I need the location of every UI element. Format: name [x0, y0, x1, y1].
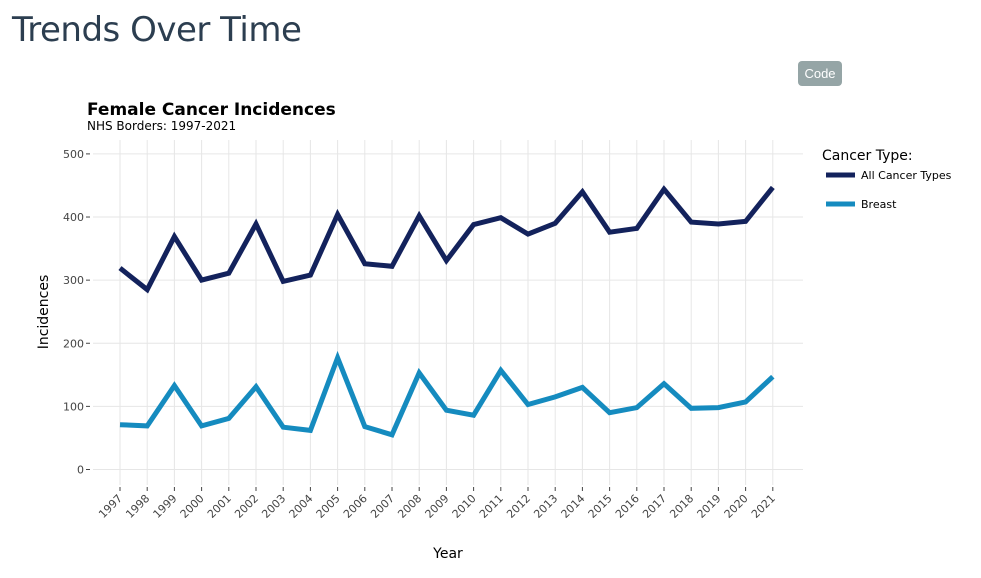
axes: 0 100 200 300 400 500 199719981999200020012002…	[63, 148, 778, 521]
chart-title: Female Cancer Incidences	[87, 100, 336, 120]
y-axis-label: Incidences	[36, 275, 52, 350]
legend-title: Cancer Type:	[822, 148, 913, 164]
x-tick-label: 2020	[722, 492, 751, 521]
legend-label[interactable]: All Cancer Types	[861, 169, 952, 182]
series-line-0[interactable]	[118, 185, 775, 294]
x-tick-label: 2010	[450, 492, 479, 521]
y-tick-label: 100	[63, 400, 84, 413]
y-tick-label: 300	[63, 274, 84, 287]
x-tick-label: 2013	[531, 492, 560, 521]
x-tick-label: 2021	[749, 492, 778, 521]
x-tick-label: 2003	[259, 492, 288, 521]
chart-subtitle: NHS Borders: 1997-2021	[87, 119, 236, 133]
code-button[interactable]: Code	[798, 61, 842, 86]
x-tick-label: 2008	[395, 492, 424, 521]
x-tick-label: 2019	[695, 492, 724, 521]
legend-label[interactable]: Breast	[861, 198, 897, 211]
x-tick-label: 1999	[151, 492, 180, 521]
grid-lines	[93, 140, 803, 485]
x-tick-label: 2004	[287, 492, 316, 521]
x-tick-label: 2002	[232, 492, 261, 521]
x-tick-label: 1997	[96, 492, 125, 521]
x-tick-label: 2011	[477, 492, 506, 521]
y-tick-label: 400	[63, 211, 84, 224]
y-tick-label: 200	[63, 337, 84, 350]
x-tick-label: 2014	[559, 492, 588, 521]
x-axis-label: Year	[432, 546, 463, 562]
x-tick-label: 2001	[205, 492, 234, 521]
page-title: Trends Over Time	[12, 10, 302, 50]
x-tick-label: 2016	[613, 492, 642, 521]
series-line-1[interactable]	[119, 350, 775, 438]
x-tick-label: 2007	[368, 492, 397, 521]
x-tick-label: 2009	[423, 492, 452, 521]
legend: Cancer Type: All Cancer Types Breast	[822, 148, 952, 211]
y-tick-label: 500	[63, 148, 84, 161]
x-tick-label: 2000	[178, 492, 207, 521]
x-tick-label: 2006	[341, 492, 370, 521]
legend-items: All Cancer Types Breast	[826, 169, 952, 211]
y-tick-label: 0	[77, 464, 84, 477]
x-tick-label: 2005	[314, 492, 343, 521]
x-tick-label: 1998	[123, 492, 152, 521]
x-tick-label: 2012	[504, 492, 533, 521]
x-tick-label: 2017	[640, 492, 669, 521]
x-tick-label: 2015	[586, 492, 615, 521]
x-tick-label: 2018	[667, 492, 696, 521]
series-lines	[118, 185, 775, 438]
